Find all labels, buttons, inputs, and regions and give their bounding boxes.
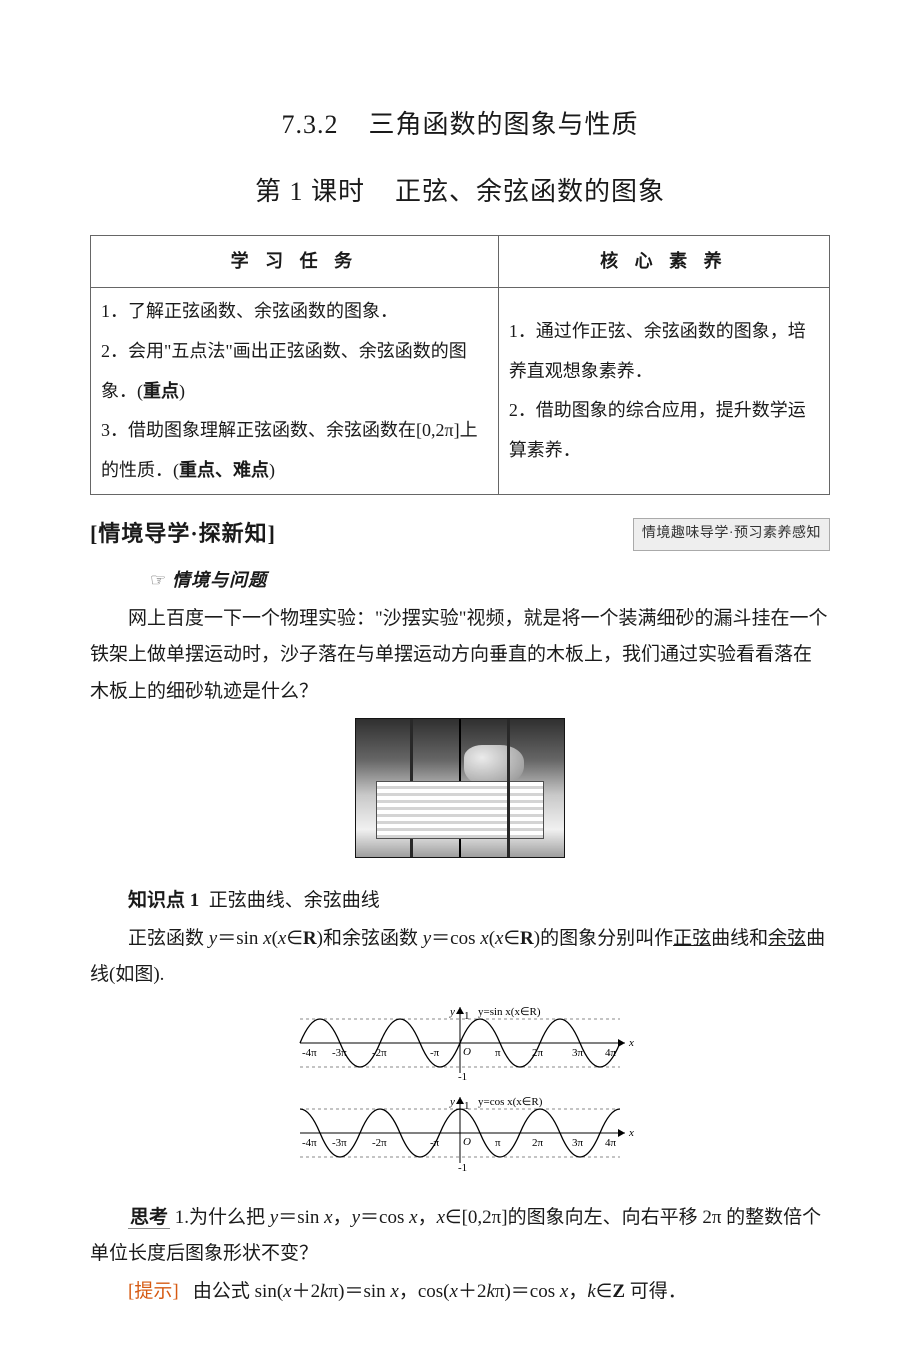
svg-text:x: x [628,1127,634,1139]
svg-text:π: π [495,1137,501,1149]
objectives-table: 学 习 任 务 核 心 素 养 1．了解正弦函数、余弦函数的图象． 2．会用"五… [90,235,830,496]
svg-text:O: O [463,1136,471,1148]
svg-text:-3π: -3π [332,1137,347,1149]
lesson-title: 第 1 课时 正弦、余弦函数的图象 [90,167,830,216]
svg-text:2π: 2π [532,1047,544,1059]
table-row: 1．了解正弦函数、余弦函数的图象． 2．会用"五点法"画出正弦函数、余弦函数的图… [91,288,830,495]
svg-text:-1: -1 [458,1162,467,1174]
svg-text:-3π: -3π [332,1047,347,1059]
txt: 正弦函数 [128,928,209,949]
svg-text:-1: -1 [458,1071,467,1083]
subhead-label: 情境与问题 [172,563,267,597]
txt: 的图象分别叫作 [540,928,673,949]
task-item: 1．了解正弦函数、余弦函数的图象． [101,301,398,321]
table-row: 学 习 任 务 核 心 素 养 [91,235,830,288]
experiment-photo [355,718,565,858]
hint-paragraph: [提示] 由公式 sin(x＋2kπ)＝sin x，cos(x＋2kπ)＝cos… [90,1274,830,1310]
core-item: 1．通过作正弦、余弦函数的图象，培养直观想象素养． [509,321,806,381]
section-title: 7.3.2 三角函数的图象与性质 [90,100,830,149]
svg-text:4π: 4π [605,1047,617,1059]
svg-text:3π: 3π [572,1047,584,1059]
think-question: 1.为什么把 y＝sin x，y＝cos x，x∈[0,2π]的图象向左、向右平… [90,1207,821,1264]
pointer-icon: ☞ [150,563,166,597]
svg-text:-π: -π [430,1137,440,1149]
task-item: 2．会用"五点法"画出正弦函数、余弦函数的图象．(重点) [101,341,467,401]
txt: 和余弦函数 [323,928,423,949]
svg-text:π: π [495,1047,501,1059]
think-label: 思考 [128,1207,170,1229]
hint-label: [提示] [128,1281,179,1302]
svg-text:-2π: -2π [372,1047,387,1059]
svg-text:-π: -π [430,1047,440,1059]
section-number: 7.3.2 [281,110,338,139]
section-name: 三角函数的图象与性质 [368,110,638,139]
svg-text:2π: 2π [532,1137,544,1149]
curves-svg: y 1 x -4π -3π -2π -π O π 2π 3π 4π -1 y=s… [280,1001,640,1177]
lesson-name: 正弦、余弦函数的图象 [395,177,665,206]
svg-text:y: y [449,1096,455,1108]
svg-text:y=sin x(x∈R): y=sin x(x∈R) [478,1006,541,1018]
sine-cosine-figure: y 1 x -4π -3π -2π -π O π 2π 3π 4π -1 y=s… [90,1001,830,1190]
tasks-cell: 1．了解正弦函数、余弦函数的图象． 2．会用"五点法"画出正弦函数、余弦函数的图… [91,288,499,495]
photo-tray [376,781,544,839]
core-cell: 1．通过作正弦、余弦函数的图象，培养直观想象素养． 2．借助图象的综合应用，提升… [498,288,829,495]
intro-paragraph: 网上百度一下一个物理实验："沙摆实验"视频，就是将一个装满细砂的漏斗挂在一个铁架… [90,601,830,709]
task-item: 3．借助图象理解正弦函数、余弦函数在[0,2π]上的性质．(重点、难点) [101,420,478,480]
svg-text:x: x [628,1037,634,1049]
context-sidenote: 情境趣味导学·预习素养感知 [633,518,830,551]
svg-text:1: 1 [464,1010,470,1022]
knowledge-point-heading: 知识点 1 正弦曲线、余弦曲线 [90,883,830,919]
svg-text:3π: 3π [572,1137,584,1149]
underline-term: 余弦 [768,928,806,949]
underline-term: 正弦 [673,928,711,949]
svg-text:y=cos x(x∈R): y=cos x(x∈R) [478,1096,543,1108]
hint-text: 由公式 sin(x＋2kπ)＝sin x，cos(x＋2kπ)＝cos x，k∈… [193,1281,687,1302]
lesson-number: 第 1 课时 [255,177,365,206]
svg-text:-2π: -2π [372,1137,387,1149]
svg-text:O: O [463,1046,471,1058]
subhead: ☞ 情境与问题 [150,563,830,597]
context-heading-row: [情境导学·探新知] 情境趣味导学·预习素养感知 [90,513,830,555]
think-paragraph: 思考 1.为什么把 y＝sin x，y＝cos x，x∈[0,2π]的图象向左、… [90,1200,830,1272]
col-header-core: 核 心 素 养 [498,235,829,288]
svg-text:4π: 4π [605,1137,617,1149]
context-heading: [情境导学·探新知] [90,513,276,555]
col-header-task: 学 习 任 务 [91,235,499,288]
core-item: 2．借助图象的综合应用，提升数学运算素养． [509,400,806,460]
kp-label: 知识点 1 [128,890,199,911]
experiment-photo-wrap [90,718,830,871]
svg-text:y: y [449,1006,455,1018]
svg-text:-4π: -4π [302,1047,317,1059]
definition-paragraph: 正弦函数 y＝sin x(x∈R)和余弦函数 y＝cos x(x∈R)的图象分别… [90,921,830,993]
kp-title: 正弦曲线、余弦曲线 [209,890,380,911]
svg-text:-4π: -4π [302,1137,317,1149]
txt: 曲线和 [711,928,768,949]
